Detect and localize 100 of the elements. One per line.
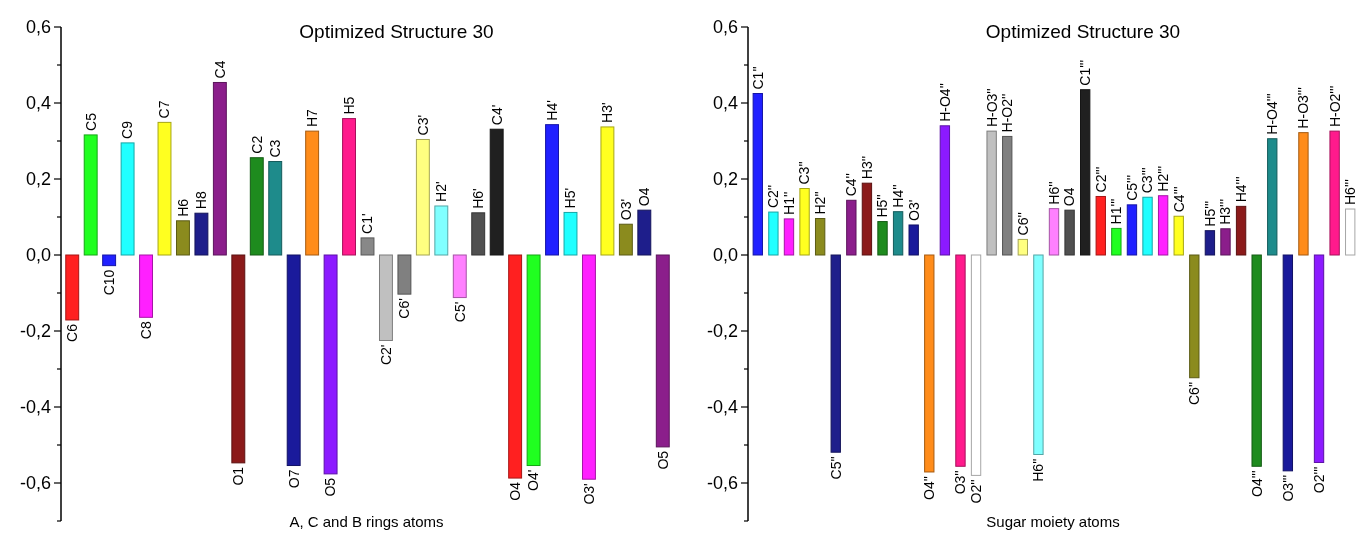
bar <box>102 254 117 267</box>
chart-title: Optimized Structure 30 <box>985 21 1181 42</box>
bar <box>830 254 841 453</box>
x-tick-label: O4 <box>507 481 524 501</box>
x-tick-label: O3' <box>905 199 922 221</box>
x-tick-label: C1'' <box>749 66 766 90</box>
bar <box>892 211 904 256</box>
x-tick-label: C6' <box>396 298 413 319</box>
bar <box>752 93 763 256</box>
x-tick-label: H5'' <box>874 194 891 218</box>
bar <box>1033 254 1044 455</box>
bar <box>1157 195 1169 256</box>
bar <box>846 199 857 256</box>
bar <box>768 211 779 256</box>
x-axis-title: A, C and B rings atoms <box>289 513 444 530</box>
x-tick-label: H4'' <box>890 184 906 208</box>
x-tick-label: O7 <box>285 469 302 489</box>
bar <box>120 142 135 256</box>
bar <box>1080 89 1091 256</box>
bar <box>379 254 393 341</box>
x-axis-title: Sugar moiety atoms <box>986 513 1120 530</box>
y-tick-label: 0,4 <box>25 93 51 114</box>
x-tick-label: H2' <box>433 181 450 202</box>
bar <box>955 254 966 467</box>
bar <box>1002 135 1013 256</box>
x-tick-label: H6'' <box>1045 181 1062 205</box>
x-tick-label: C4 <box>211 60 228 79</box>
x-tick-label: C7 <box>156 100 173 119</box>
bar <box>1204 230 1216 256</box>
bar <box>986 130 997 256</box>
x-tick-label: O5 <box>322 477 339 497</box>
x-tick-label: H5 <box>340 96 357 115</box>
x-tick-label: C6 <box>64 323 81 342</box>
x-tick-label: O4 <box>1061 187 1078 207</box>
bar <box>452 254 467 299</box>
x-tick-label: H5' <box>562 187 579 209</box>
x-tick-label: O1 <box>230 466 247 486</box>
bar <box>1095 195 1106 256</box>
x-tick-label: C8 <box>137 321 154 340</box>
bar <box>877 221 888 256</box>
bar <box>1235 205 1247 256</box>
bar <box>1111 227 1122 256</box>
bar <box>176 220 190 256</box>
x-tick-label: C5 <box>82 112 99 131</box>
bar <box>618 223 633 256</box>
bar <box>415 138 430 256</box>
x-tick-label: H3' <box>599 102 616 123</box>
bar <box>489 128 504 256</box>
x-tick-label: C3' <box>414 114 431 136</box>
bar <box>1282 254 1294 472</box>
bar <box>1142 196 1153 256</box>
x-tick-label: O4''' <box>1248 470 1265 497</box>
x-tick-label: C4' <box>488 104 505 126</box>
x-tick-label: O3' <box>580 483 597 505</box>
x-tick-label: H-O4'' <box>936 83 953 122</box>
bar <box>342 118 356 256</box>
y-tick-label: 0,6 <box>712 17 738 38</box>
x-tick-label: H6''' <box>1342 179 1359 206</box>
bar <box>526 254 541 467</box>
x-tick-label: C2'' <box>765 184 782 209</box>
bar <box>563 211 578 256</box>
chart-title: Optimized Structure 30 <box>299 21 494 42</box>
bar <box>1017 238 1028 256</box>
x-tick-label: C2''' <box>1092 166 1109 193</box>
x-tick-label: H3'' <box>858 155 875 180</box>
x-tick-label: C6'' <box>1186 381 1203 405</box>
x-tick-label: H8 <box>193 191 210 210</box>
bar <box>637 209 652 256</box>
x-tick-label: H-O3''' <box>1295 87 1312 129</box>
x-tick-label: C5' <box>451 301 468 323</box>
x-tick-label: C3''' <box>1139 167 1156 194</box>
bar <box>924 254 935 473</box>
bar <box>434 205 449 256</box>
bar <box>397 254 412 295</box>
bar <box>268 161 283 256</box>
bar <box>939 125 951 256</box>
x-tick-label: C1''' <box>1077 59 1094 86</box>
bar <box>1329 130 1340 256</box>
bar <box>600 126 615 256</box>
y-tick-label: -0,4 <box>19 397 51 418</box>
y-tick-label: -0,2 <box>706 321 738 342</box>
bar <box>323 254 338 475</box>
x-tick-label: H-O4''' <box>1264 93 1281 135</box>
x-tick-label: C3'' <box>796 161 813 185</box>
bar <box>799 188 810 256</box>
y-tick-label: -0,2 <box>19 321 51 342</box>
x-tick-label: O3' <box>617 198 634 221</box>
x-tick-label: H-O2''' <box>1326 85 1343 128</box>
x-tick-label: C4''' <box>1170 186 1187 213</box>
x-tick-label: H1'' <box>780 191 797 215</box>
x-tick-label: C2 <box>248 135 265 154</box>
x-tick-label: H6 <box>174 198 191 217</box>
x-tick-label: H-O3'' <box>983 88 1000 128</box>
x-tick-label: H4' <box>543 100 560 121</box>
x-tick-label: H6'' <box>1030 458 1047 482</box>
bar <box>1298 132 1309 256</box>
x-tick-label: H3''' <box>1217 198 1234 225</box>
x-tick-label: O4' <box>525 469 542 491</box>
bar <box>1048 208 1060 256</box>
x-tick-label: C10 <box>101 269 118 296</box>
